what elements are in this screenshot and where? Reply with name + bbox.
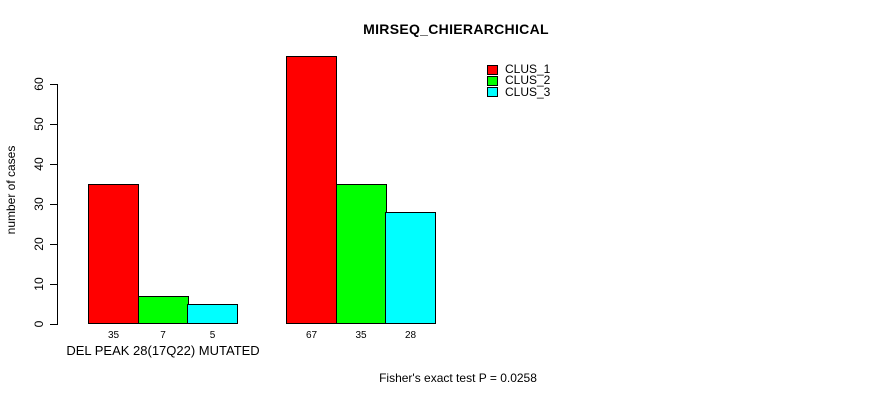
bar-value-label: 35 [355, 330, 367, 341]
y-tick [50, 83, 57, 85]
legend-label: CLUS_1 [505, 62, 551, 77]
y-tick-label: 40 [32, 157, 46, 171]
bar-value-label: 35 [107, 330, 120, 341]
legend-swatch [487, 64, 498, 75]
bar-value-label: 5 [209, 330, 216, 341]
bar-clus_3 [187, 304, 238, 324]
bar-value-label: 28 [404, 330, 417, 341]
y-tick-label: 0 [32, 320, 46, 328]
legend: CLUS_1 CLUS_2 CLUS_3 [487, 62, 551, 99]
bar-value-label: 7 [160, 330, 166, 341]
y-tick-label: 60 [32, 77, 46, 91]
group-label: DEL PEAK 28(17Q22) MUTATED [66, 343, 260, 358]
legend-label: CLUS_3 [505, 84, 551, 99]
y-axis-label: number of cases [4, 145, 18, 235]
bar-value-label: 67 [305, 330, 318, 341]
y-tick [50, 123, 57, 125]
y-tick-label: 20 [32, 237, 46, 251]
chart-title: MIRSEQ_CHIERARCHICAL [363, 21, 549, 37]
legend-item: CLUS_3 [487, 84, 551, 99]
bar-clus_2 [335, 184, 387, 324]
y-tick-label: 30 [32, 197, 46, 211]
bar-clus_2 [137, 296, 189, 324]
legend-item: CLUS_2 [487, 73, 551, 88]
legend-item: CLUS_1 [487, 62, 551, 77]
legend-swatch [487, 75, 498, 86]
bar-clus_1 [286, 56, 337, 324]
annotation-text: Fisher's exact test P = 0.0258 [379, 371, 537, 385]
y-tick-label: 10 [32, 277, 46, 291]
legend-swatch [487, 87, 498, 98]
y-axis-line [57, 84, 59, 325]
y-tick [50, 323, 57, 325]
bar-clus_3 [385, 212, 436, 324]
y-tick [50, 243, 57, 245]
y-tick [50, 283, 57, 285]
y-tick [50, 163, 57, 165]
y-tick-label: 50 [32, 117, 46, 131]
bar-clus_1 [88, 184, 139, 324]
y-tick [50, 203, 57, 205]
legend-label: CLUS_2 [505, 73, 551, 88]
